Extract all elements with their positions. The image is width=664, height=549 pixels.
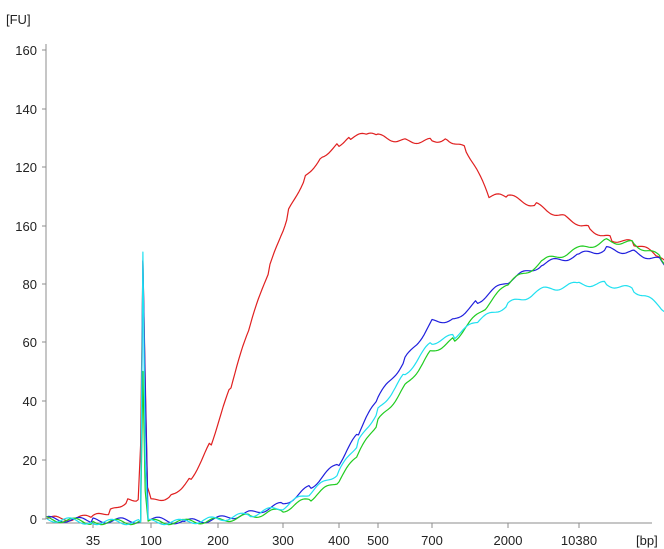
series-line-1: [46, 132, 664, 522]
x-tick-label: 2000: [494, 533, 523, 548]
x-axis: 35 100 200 300 400 500 700 2000 10380: [46, 522, 652, 548]
x-tick-label: 700: [421, 533, 443, 548]
y-tick-label: 140: [15, 102, 37, 117]
y-tick-label: 20: [23, 453, 37, 468]
x-tick-label: 200: [207, 533, 229, 548]
x-tick-label: 100: [140, 533, 162, 548]
y-tick-label: 160: [15, 43, 37, 58]
x-tick-label: 10380: [561, 533, 597, 548]
y-axis: 0 20 40 60 80 160 120 140 160: [15, 43, 47, 527]
plot-series: [46, 132, 664, 526]
x-tick-label: 500: [367, 533, 389, 548]
y-axis-unit-label: [FU]: [6, 12, 31, 27]
x-axis-unit-label: [bp]: [636, 533, 658, 548]
y-tick-label: 120: [15, 160, 37, 175]
series-line-4: [46, 251, 664, 526]
series-line-3: [46, 238, 664, 526]
y-tick-label: 80: [23, 277, 37, 292]
series-line-2: [46, 246, 664, 525]
y-tick-label: 160: [15, 219, 37, 234]
y-tick-label: 40: [23, 394, 37, 409]
y-tick-label: 0: [30, 512, 37, 527]
x-tick-label: 400: [328, 533, 350, 548]
x-tick-label: 300: [272, 533, 294, 548]
y-tick-label: 60: [23, 335, 37, 350]
x-tick-label: 35: [86, 533, 100, 548]
